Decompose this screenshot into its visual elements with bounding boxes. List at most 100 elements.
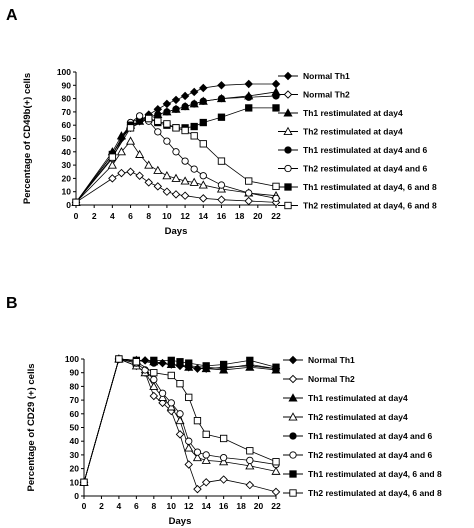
chart2-legend-label: Normal Th2 — [308, 374, 355, 384]
chart1-x-tick-label: 4 — [110, 211, 115, 221]
chart1-series-th2-restimulated-at-day4-point — [144, 160, 154, 169]
chart1-series-th2-restimulated-at-day4-and-6-point — [217, 181, 226, 189]
chart2-series-th2-restimulated-at-day4-point — [245, 461, 255, 470]
panel-letter-b: B — [6, 295, 18, 312]
chart1-series-th2-restimulated-at-day4-and-6-point — [154, 128, 162, 136]
chart2-series-th1-restimulated-at-day4-6-and-8-point — [219, 360, 228, 369]
chart2-series-normal-th2-point — [184, 460, 193, 469]
chart2-x-tick-label: 22 — [271, 501, 281, 511]
chart1-series-th2-restimulated-at-day4-point — [107, 160, 117, 169]
chart1-series-th2-restimulated-at-day4-point — [116, 147, 127, 156]
chart2-legend-marker — [288, 412, 298, 421]
chart1-y-tick-label: 0 — [66, 200, 71, 210]
chart2-series-th2-restimulated-at-day4-and-6-point — [158, 389, 167, 397]
chart1-series-th2-restimulated-at-day4-point — [180, 176, 190, 185]
chart1-x-tick-label: 10 — [162, 211, 172, 221]
chart1-legend-label: Th2 restimulated at day4 and 6 — [303, 164, 428, 174]
chart1-x-tick-label: 14 — [199, 211, 209, 221]
chart2-series-normal-th2-point — [271, 487, 281, 497]
chart2-series-th2-restimulated-at-day4-and-6-point — [176, 410, 184, 418]
chart2-series-normal-th2-point — [245, 480, 255, 490]
chart2-series-th2-restimulated-at-day4-and-6-point — [202, 451, 210, 459]
chart2-series-th2-restimulated-at-day4-and-6-point — [219, 453, 228, 462]
chart1-series-normal-th2 — [71, 167, 281, 207]
chart1-series-th2-restimulated-at-day4-6-and-8-point — [163, 120, 171, 128]
chart1-series-normal-th1-point — [217, 81, 226, 90]
chart2-legend-label: Th2 restimulated at day4 — [308, 412, 408, 422]
chart1-series-normal-th2-point — [199, 194, 208, 203]
chart2-x-tick-label: 2 — [99, 501, 104, 511]
chart1-series-th2-restimulated-at-day4-6-and-8-point — [72, 198, 80, 206]
chart2-legend-marker — [289, 489, 297, 497]
chart1-y-tick-label: 60 — [62, 120, 72, 130]
chart1-series-th2-restimulated-at-day4-point — [198, 180, 208, 189]
chart1-legend-item: Th2 restimulated at day4 and 6 — [278, 164, 428, 174]
chart1-series-th2-restimulated-at-day4-6-and-8-point — [145, 114, 153, 123]
chart2-series-th1-restimulated-at-day4-6-and-8-point — [150, 356, 158, 365]
chart2-x-tick-label: 18 — [236, 501, 246, 511]
chart2-series-th2-restimulated-at-day4-6-and-8-point — [167, 371, 175, 380]
chart1-series-th2-restimulated-at-day4-point — [171, 173, 181, 182]
chart1-series-th2-restimulated-at-day4-and-6-point — [245, 189, 253, 197]
chart1-x-tick-label: 2 — [92, 211, 97, 221]
chart1-series-normal-th2-point — [244, 196, 253, 206]
chart1-series-th1-restimulated-at-day4-and-6-point — [172, 105, 180, 113]
chart-panel-b: 0 10 20 30 40 50 60 70 80 90 100 0 2 4 6 8 10 12 14 16 18 20 2… — [26, 354, 442, 527]
chart1-series-th2-restimulated-at-day4-point — [153, 165, 163, 174]
chart2-x-tick-label: 6 — [134, 501, 139, 511]
chart1-legend-marker — [284, 164, 292, 173]
chart1-series-th2-restimulated-at-day4-6-and-8-point — [126, 124, 135, 132]
chart2-legend-label: Th1 restimulated at day4 and 6 — [308, 431, 433, 441]
chart2-series-th2-restimulated-at-day4-6-and-8-point — [219, 434, 228, 443]
chart2-series-normal-th2-line — [83, 358, 277, 493]
chart2-legend-item: Th2 restimulated at day4 and 6 — [283, 450, 433, 460]
chart1-series-th1-restimulated-at-day4-6-and-8-point — [272, 104, 280, 112]
chart1-series-normal-th2-point — [108, 174, 117, 183]
chart1-y-axis-label: Percentage of CD49b(+) cells — [22, 73, 33, 204]
chart1-series-th2-restimulated-at-day4-point — [162, 171, 172, 180]
chart1-series-th1-restimulated-at-day4-and-6-point — [154, 110, 162, 119]
chart2-legend-item: Th2 restimulated at day4 — [283, 412, 408, 422]
chart1-y-tick-label: 50 — [62, 134, 72, 144]
chart1-series-th2-restimulated-at-day4-6-and-8-point — [199, 140, 207, 148]
chart1-series-normal-th2-point — [126, 167, 135, 176]
chart1-series-normal-th2-point — [117, 168, 126, 178]
chart2-x-tick-label: 4 — [117, 501, 122, 511]
chart2-series-th2-restimulated-at-day4-point — [149, 381, 159, 390]
chart2-series-th2-restimulated-at-day4-point — [201, 455, 211, 464]
chart2-series-th2-restimulated-at-day4-point — [219, 457, 229, 466]
chart2-x-tick-label: 10 — [167, 501, 177, 511]
chart1-x-tick-label: 6 — [128, 211, 133, 221]
chart1-series-th2-restimulated-at-day4-6-and-8-point — [190, 132, 198, 140]
chart1-legend-label: Th1 restimulated at day4 — [303, 108, 403, 118]
chart1-legend-label: Normal Th2 — [303, 90, 350, 100]
chart2-legend-label: Th1 restimulated at day4, 6 and 8 — [308, 469, 442, 479]
chart2-x-tick-label: 0 — [82, 501, 87, 511]
chart1-series-normal-th2-point — [144, 178, 153, 187]
chart1-series-th1-restimulated-at-day4-6-and-8-point — [245, 104, 253, 112]
chart2-series-th2-restimulated-at-day4-and-6-point — [167, 399, 175, 407]
chart-panel-a: 0 10 20 30 40 50 60 70 80 90 100 0 2 4 6 8 10 12 14 16 18 20 2… — [22, 67, 437, 237]
chart1-series-th2-restimulated-at-day4-point — [135, 149, 145, 158]
chart1-series-th1-restimulated-at-day4-and-6-point — [190, 100, 198, 108]
chart1-series-th1-restimulated-at-day4-6-and-8-point — [190, 122, 198, 131]
chart1-x-tick-label: 0 — [74, 211, 79, 221]
chart1-series-normal-th2-point — [217, 195, 226, 204]
chart2-legend-label: Normal Th1 — [308, 355, 355, 365]
chart2-legend-item: Normal Th1 — [283, 355, 355, 365]
chart1-y-tick-label: 10 — [62, 187, 72, 197]
chart1-legend-item: Th1 restimulated at day4, 6 and 8 — [278, 182, 437, 192]
chart1-series-th1-restimulated-at-day4-and-6-point — [163, 108, 171, 116]
chart2-series-th2-restimulated-at-day4-6-and-8-point — [132, 358, 141, 366]
chart1-legend-item: Normal Th2 — [278, 90, 350, 100]
chart1-x-tick-label: 12 — [180, 211, 190, 221]
chart1-series-th2-restimulated-at-day4-6-and-8-point — [108, 153, 117, 161]
chart2-series-th2-restimulated-at-day4 — [79, 354, 281, 486]
chart1-series-th2-restimulated-at-day4-6-and-8 — [72, 114, 280, 206]
chart2-series-th2-restimulated-at-day4-and-6-point — [193, 448, 202, 456]
chart2-series-th1-restimulated-at-day4-6-and-8-point — [185, 359, 193, 367]
chart1-legend-marker — [283, 71, 293, 81]
chart2-legend-label: Th2 restimulated at day4, 6 and 8 — [308, 488, 442, 498]
chart2-series-th2-restimulated-at-day4-and-6-point — [185, 437, 193, 445]
chart2-y-tick-label: 0 — [74, 491, 79, 501]
